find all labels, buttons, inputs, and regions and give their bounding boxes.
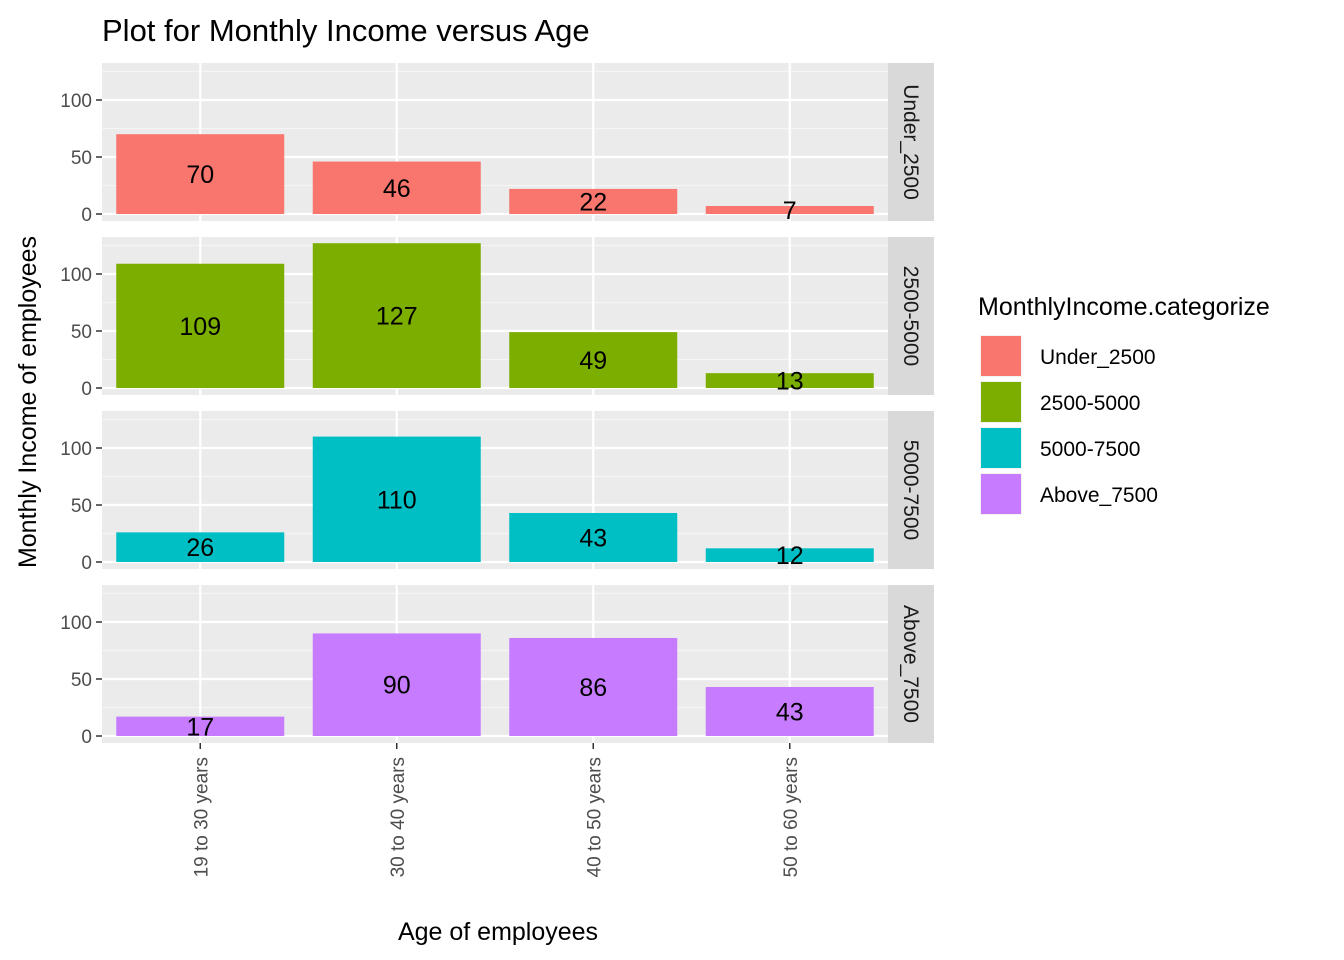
- bar: [705, 206, 874, 214]
- bar: [312, 436, 481, 562]
- y-tick-label: 0: [81, 727, 92, 748]
- bar: [705, 686, 874, 736]
- facet-panel-above-7500: 0 50 100 17 90 86 43 Above_7500: [60, 585, 934, 748]
- y-tick-label: 100: [60, 91, 92, 112]
- facet-strip: [888, 411, 934, 569]
- y-tick-label: 50: [71, 322, 92, 343]
- bar: [509, 188, 678, 214]
- y-tick-label: 50: [71, 148, 92, 169]
- bar: [312, 161, 481, 214]
- legend-swatch: [981, 474, 1021, 514]
- y-tick-label: 0: [81, 553, 92, 574]
- bar: [509, 332, 678, 388]
- legend-label: Above_7500: [1040, 484, 1158, 507]
- y-tick-label: 0: [81, 379, 92, 400]
- y-tick-label: 50: [71, 670, 92, 691]
- bar-value-label: 70: [186, 161, 214, 189]
- bar-value-label: 22: [579, 188, 607, 216]
- facet-strip-label: Above_7500: [899, 605, 922, 723]
- bar: [509, 512, 678, 562]
- bar-value-label: 7: [783, 197, 797, 225]
- bar-value-label: 110: [377, 486, 417, 514]
- facet-panel-2500-5000: 0 50 100 109 127 49 13 2500-5000: [60, 237, 934, 400]
- facet-panels: 0 50 100 70 46 22 7 Under_2500 0 50 100 109 127 49 13 2…: [60, 63, 934, 748]
- bar-value-label: 46: [383, 175, 411, 203]
- facet-panel-under-2500: 0 50 100 70 46 22 7 Under_2500: [60, 63, 934, 226]
- y-tick-label: 50: [71, 496, 92, 517]
- bar-value-label: 86: [579, 674, 607, 702]
- legend-swatch: [981, 336, 1021, 376]
- bar: [116, 263, 285, 388]
- legend-label: Under_2500: [1040, 346, 1156, 369]
- chart-title: Plot for Monthly Income versus Age: [102, 13, 590, 48]
- legend-label: 2500-5000: [1040, 392, 1140, 415]
- facet-strip: [888, 63, 934, 221]
- bar-value-label: 17: [186, 713, 214, 741]
- y-tick-label: 0: [81, 205, 92, 226]
- x-tick-label: 50 to 60 years: [781, 757, 802, 877]
- bar-value-label: 43: [776, 698, 804, 726]
- y-tick-label: 100: [60, 613, 92, 634]
- bar-value-label: 13: [776, 368, 804, 396]
- x-axis-ticks: 19 to 30 years 30 to 40 years 40 to 50 yea…: [191, 743, 802, 877]
- facet-strip-label: 2500-5000: [899, 266, 922, 366]
- y-tick-label: 100: [60, 265, 92, 286]
- bar: [116, 532, 285, 562]
- bar-value-label: 49: [579, 347, 607, 375]
- legend: MonthlyIncome.categorize Under_2500 2500-…: [978, 293, 1270, 515]
- x-tick-label: 19 to 30 years: [191, 757, 212, 877]
- x-axis-title: Age of employees: [398, 918, 598, 946]
- x-tick-label: 30 to 40 years: [388, 757, 409, 877]
- bar-value-label: 26: [186, 534, 214, 562]
- bar: [705, 373, 874, 388]
- facet-strip: [888, 237, 934, 395]
- bar-value-label: 109: [179, 313, 221, 341]
- bar: [705, 548, 874, 562]
- bar-value-label: 43: [579, 524, 607, 552]
- x-tick-label: 40 to 50 years: [584, 757, 605, 877]
- bar: [116, 134, 285, 214]
- facet-strip: [888, 585, 934, 743]
- bar: [116, 716, 285, 736]
- legend-swatch: [981, 382, 1021, 422]
- legend-title: MonthlyIncome.categorize: [978, 293, 1270, 321]
- legend-swatch: [981, 428, 1021, 468]
- bar: [509, 637, 678, 736]
- facet-panel-5000-7500: 0 50 100 26 110 43 12 5000-7500: [60, 411, 934, 574]
- legend-items: Under_2500 2500-5000 5000-7500 Above_7500: [980, 335, 1158, 515]
- bar: [312, 633, 481, 736]
- legend-label: 5000-7500: [1040, 438, 1140, 461]
- bar-value-label: 127: [376, 303, 418, 331]
- bar: [312, 243, 481, 388]
- facet-strip-label: 5000-7500: [899, 440, 922, 540]
- bar-value-label: 90: [383, 672, 411, 700]
- y-tick-label: 100: [60, 439, 92, 460]
- y-axis-title: Monthly Income of employees: [14, 236, 42, 568]
- facet-strip-label: Under_2500: [899, 84, 922, 200]
- bar-value-label: 12: [776, 542, 804, 570]
